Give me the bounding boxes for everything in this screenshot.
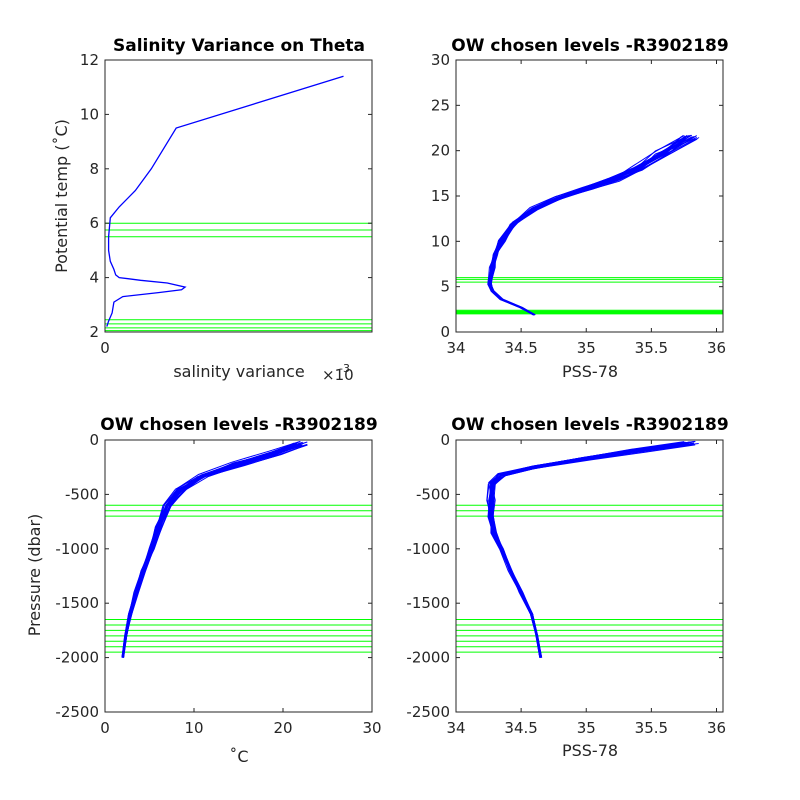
y-tick-label: 15 bbox=[431, 187, 450, 205]
float-profile-line bbox=[488, 441, 685, 658]
y-tick-label: 6 bbox=[89, 214, 99, 232]
x-axis-label: ˚C bbox=[229, 747, 248, 766]
plot-area bbox=[456, 440, 723, 658]
x-tick-label: 34 bbox=[446, 719, 465, 737]
y-tick-label: -1500 bbox=[406, 594, 450, 612]
x-multiplier: ×10 bbox=[322, 366, 354, 384]
plot-area bbox=[105, 75, 372, 332]
y-tick-label: -500 bbox=[416, 485, 450, 503]
x-tick-label: 30 bbox=[362, 719, 381, 737]
y-tick-label: -2000 bbox=[406, 649, 450, 667]
panel-title: OW chosen levels -R3902189 bbox=[100, 415, 377, 435]
y-tick-label: 8 bbox=[89, 160, 99, 178]
x-tick-label: 34 bbox=[446, 339, 465, 357]
y-axis-label: Potential temp (˚C) bbox=[52, 119, 71, 273]
y-tick-label: -1000 bbox=[406, 540, 450, 558]
panel-theta-salinity: OW chosen levels -R3902189 PSS-78 34 34.5… bbox=[431, 36, 729, 381]
variance-profile-line bbox=[106, 75, 344, 327]
x-axis-label: PSS-78 bbox=[562, 741, 618, 760]
y-tick-label: 5 bbox=[440, 278, 450, 296]
axes-box bbox=[104, 59, 373, 333]
panel-title: OW chosen levels -R3902189 bbox=[451, 415, 728, 435]
panel-pressure-temperature: OW chosen levels -R3902189 ˚C Pressure (… bbox=[25, 415, 382, 766]
y-tick-label: 20 bbox=[431, 142, 450, 160]
panel-title: OW chosen levels -R3902189 bbox=[451, 36, 728, 56]
x-tick-label: 35 bbox=[577, 719, 596, 737]
float-profile-line bbox=[122, 440, 301, 658]
x-tick-label: 35.5 bbox=[635, 719, 668, 737]
x-tick-label: 0 bbox=[100, 719, 110, 737]
axes-box bbox=[455, 439, 724, 713]
y-tick-label: -2500 bbox=[55, 703, 99, 721]
y-axis-label: Pressure (dbar) bbox=[25, 514, 44, 637]
float-profile-line bbox=[487, 138, 695, 316]
x-multiplier-exponent: -3 bbox=[339, 362, 350, 375]
x-tick-label: 35.5 bbox=[635, 339, 668, 357]
x-tick-label: 34.5 bbox=[504, 719, 537, 737]
y-tick-label: 12 bbox=[80, 51, 99, 69]
float-profile-line bbox=[122, 443, 304, 658]
panel-pressure-salinity: OW chosen levels -R3902189 PSS-78 34 34.5… bbox=[406, 415, 728, 760]
y-tick-label: 10 bbox=[80, 105, 99, 123]
panel-title: Salinity Variance on Theta bbox=[113, 36, 365, 56]
x-tick-label: 35 bbox=[577, 339, 596, 357]
float-profile-line bbox=[488, 136, 694, 316]
y-tick-label: 0 bbox=[89, 431, 99, 449]
x-tick-label: 0 bbox=[100, 339, 110, 357]
x-tick-label: 20 bbox=[273, 719, 292, 737]
x-axis-label: salinity variance bbox=[173, 362, 304, 381]
y-tick-label: 0 bbox=[440, 323, 450, 341]
x-tick-label: 36 bbox=[707, 339, 726, 357]
x-tick-label: 36 bbox=[707, 719, 726, 737]
y-tick-label: 2 bbox=[89, 323, 99, 341]
x-tick-label: 34.5 bbox=[504, 339, 537, 357]
plot-area bbox=[456, 134, 723, 316]
x-tick-label: 10 bbox=[184, 719, 203, 737]
y-tick-label: -2500 bbox=[406, 703, 450, 721]
y-tick-label: -1500 bbox=[55, 594, 99, 612]
y-tick-label: 0 bbox=[440, 431, 450, 449]
y-tick-label: 25 bbox=[431, 96, 450, 114]
panel-salinity-variance: Salinity Variance on Theta salinity vari… bbox=[52, 36, 373, 384]
float-profile-line bbox=[490, 135, 686, 316]
float-profile-line bbox=[123, 444, 300, 658]
plot-area bbox=[105, 440, 372, 658]
x-axis-label: PSS-78 bbox=[562, 362, 618, 381]
y-tick-label: 10 bbox=[431, 232, 450, 250]
y-tick-label: 4 bbox=[89, 269, 99, 287]
y-tick-label: -500 bbox=[65, 485, 99, 503]
y-tick-label: -1000 bbox=[55, 540, 99, 558]
y-tick-label: 30 bbox=[431, 51, 450, 69]
y-tick-label: -2000 bbox=[55, 649, 99, 667]
axes-box bbox=[104, 439, 373, 713]
